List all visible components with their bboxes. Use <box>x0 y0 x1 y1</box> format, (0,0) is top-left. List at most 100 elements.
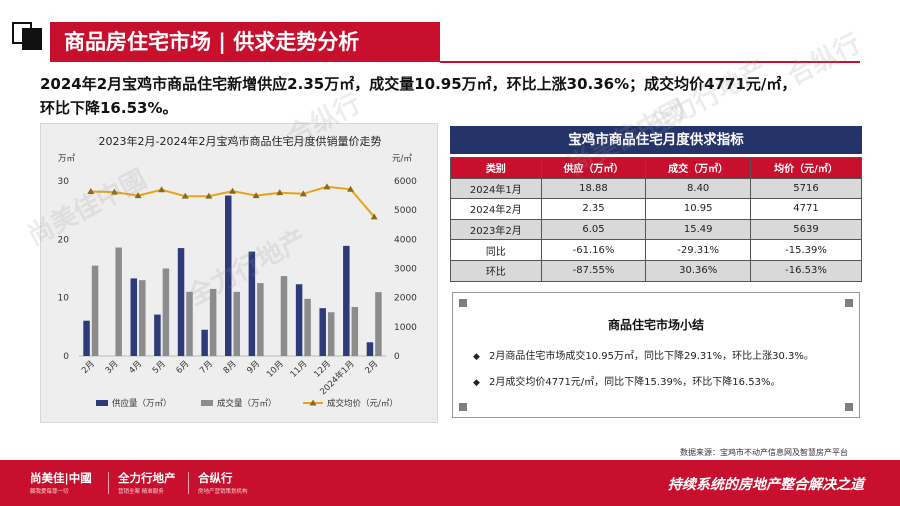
supply-bar <box>248 251 256 356</box>
footer-separator <box>188 472 189 494</box>
x-axis-tick-label: 6月 <box>174 359 191 376</box>
table-cell: -15.39% <box>750 239 862 261</box>
summary-bullet-text: 2月商品住宅市场成交10.95万㎡，同比下降29.31%，环比上涨30.3%。 <box>489 351 814 362</box>
x-axis-tick-label: 7月 <box>198 359 215 376</box>
headline: 2024年2月宝鸡市商品住宅新增供应2.35万㎡，成交量10.95万㎡，环比上涨… <box>40 72 880 120</box>
footer-brand-logo: 全力行地产 <box>118 471 176 485</box>
title-underline <box>440 61 860 63</box>
right-axis-tick-label: 2000 <box>394 294 417 304</box>
title-decor-square <box>22 28 42 50</box>
legend-label-price: 成交均价（元/㎡） <box>327 398 398 409</box>
chart-panel: 2023年2月-2024年2月宝鸡市商品住宅月度供销量价走势 万㎡ 元/㎡ 0 10 2… <box>40 123 438 423</box>
supply-bar <box>225 195 232 356</box>
footer-brand-tagline: 房地产营销策划机构 <box>198 489 248 495</box>
deal-bar <box>209 288 217 356</box>
page-title: 商品房住宅市场 | 供求走势分析 <box>50 22 440 62</box>
diamond-bullet-icon: ◆ <box>473 378 480 388</box>
supply-bar <box>343 245 350 356</box>
left-axis-tick-label: 30 <box>58 177 70 187</box>
table-cell: 4771 <box>750 198 862 220</box>
headline-line-2: 环比下降16.53%。 <box>40 99 178 117</box>
chart-svg: 万㎡ 元/㎡ 0 10 20 30 0 1000 2000 3000 4000 5000 6000 2月 3… <box>58 154 418 409</box>
right-axis-unit: 元/㎡ <box>392 154 412 164</box>
deal-bar <box>257 283 264 356</box>
x-axis-tick-label: 5月 <box>151 359 168 376</box>
table-header-cell: 供应（万㎡） <box>540 157 647 179</box>
supply-bar <box>177 248 185 356</box>
price-point <box>370 213 378 220</box>
table-cell: 2023年2月 <box>450 218 542 241</box>
price-point <box>252 192 260 199</box>
corner-marker <box>845 403 853 411</box>
table-cell: 10.95 <box>645 198 752 220</box>
price-point <box>158 186 166 193</box>
right-axis-tick-label: 1000 <box>394 323 417 333</box>
data-source: 数据来源：宝鸡市不动产信息网及智慧房产平台 <box>680 448 848 457</box>
table-header-cell: 成交（万㎡） <box>645 157 752 179</box>
table-cell: 18.88 <box>540 177 647 200</box>
title-bar: 商品房住宅市场 | 供求走势分析 <box>0 22 900 63</box>
table-cell: 同比 <box>450 239 542 261</box>
right-axis-tick-label: 6000 <box>394 177 417 187</box>
price-point <box>323 183 331 190</box>
legend-label-supply: 供应量（万㎡） <box>112 398 172 409</box>
x-axis-tick-label: 12月 <box>312 359 333 380</box>
deal-bar <box>186 291 193 356</box>
legend-marker-price <box>309 399 317 406</box>
summary-bullet: ◆ 2月商品住宅市场成交10.95万㎡，同比下降29.31%，环比上涨30.3%。 <box>473 347 814 362</box>
summary-bullet-text: 2月成交均价4771元/㎡，同比下降15.39%，环比下降16.53%。 <box>489 377 781 388</box>
deal-bar <box>139 280 146 356</box>
price-point <box>347 185 355 192</box>
table-title: 宝鸡市商品住宅月度供求指标 <box>450 126 862 154</box>
supply-bar <box>130 278 138 356</box>
left-axis-tick-label: 0 <box>63 352 69 362</box>
diamond-bullet-icon: ◆ <box>473 352 480 362</box>
x-axis-tick-label: 11月 <box>289 359 310 380</box>
supply-bar <box>366 342 374 356</box>
table-cell: -29.31% <box>645 239 752 261</box>
footer-bar: 尚美佳|中國 願我愛每尊一切 全力行地产 营销全案 精准服务 合纵行 房地产营销… <box>0 460 900 506</box>
right-axis-tick-label: 4000 <box>394 235 417 245</box>
summary-box: 商品住宅市场小结 ◆ 2月商品住宅市场成交10.95万㎡，同比下降29.31%，环… <box>452 292 860 418</box>
footer-brand-tagline: 願我愛每尊一切 <box>30 489 69 495</box>
deal-bar <box>327 312 335 356</box>
footer-brand-tagline: 营销全案 精准服务 <box>118 489 164 495</box>
x-axis-tick-label: 3月 <box>104 359 121 376</box>
table-row: 2024年1月 18.88 8.40 5716 <box>450 177 862 200</box>
table-row: 2023年2月 6.05 15.49 5639 <box>450 218 862 241</box>
table-cell: 环比 <box>450 259 542 282</box>
table-row: 同比 -61.16% -29.31% -15.39% <box>450 239 862 261</box>
price-point <box>299 190 307 197</box>
x-axis-tick-label: 2月 <box>80 359 97 376</box>
table-header-cell: 均价（元/㎡） <box>750 157 862 179</box>
table-header-cell: 类别 <box>450 157 542 179</box>
corner-marker <box>845 299 853 307</box>
price-point <box>181 192 189 199</box>
corner-marker <box>459 403 467 411</box>
corner-marker <box>459 299 467 307</box>
deal-bar <box>375 292 382 356</box>
deal-bar <box>351 307 359 356</box>
chart-title: 2023年2月-2024年2月宝鸡市商品住宅月度供销量价走势 <box>98 135 382 148</box>
footer-brand-logo: 合纵行 <box>198 471 233 485</box>
table-cell: 2.35 <box>540 198 647 220</box>
price-point <box>229 187 236 194</box>
table-row: 2024年2月 2.35 10.95 4771 <box>450 198 862 220</box>
supply-bar <box>154 314 161 356</box>
right-axis-tick-label: 5000 <box>394 206 417 216</box>
x-axis-tick-label: 2月 <box>363 359 380 376</box>
price-point <box>134 192 142 199</box>
table-cell: 5639 <box>750 218 862 241</box>
deal-bar <box>280 276 288 356</box>
table-cell: -87.55% <box>540 259 647 282</box>
table-cell: 15.49 <box>645 218 752 241</box>
supply-bar <box>201 329 208 356</box>
price-point <box>87 188 95 195</box>
deal-bar <box>91 265 99 356</box>
footer-brand-logo: 尚美佳|中國 <box>30 471 92 485</box>
x-axis-tick-label: 10月 <box>265 359 286 380</box>
legend-swatch-supply <box>96 400 108 406</box>
right-axis-tick-label: 0 <box>394 352 400 362</box>
table-cell: 30.36% <box>645 259 752 282</box>
table-cell: 2024年2月 <box>450 198 542 220</box>
